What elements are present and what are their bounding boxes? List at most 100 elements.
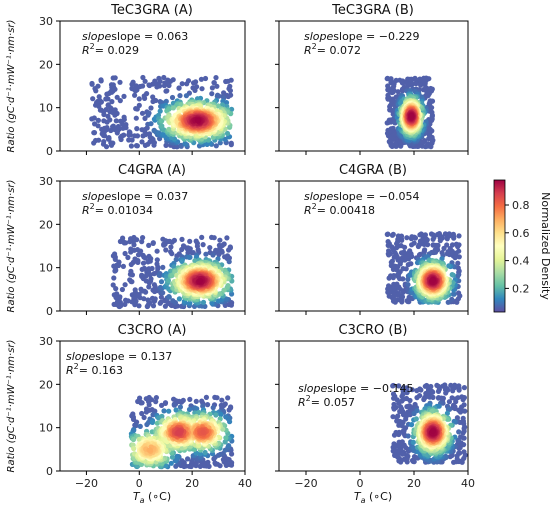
scatter-point [125, 254, 131, 261]
scatter-point [181, 463, 187, 470]
scatter-point [123, 297, 129, 303]
scatter-point [391, 406, 397, 412]
scatter-point [205, 402, 211, 408]
scatter-point [425, 242, 431, 248]
scatter-point [137, 423, 143, 429]
scatter-point [140, 83, 146, 89]
scatter-point [173, 256, 179, 263]
scatter-point [391, 254, 397, 260]
scatter-point [449, 395, 455, 401]
scatter-point [224, 130, 231, 137]
scatter-point [229, 460, 235, 466]
scatter-point [462, 408, 468, 414]
scatter-point [422, 394, 428, 401]
scatter-point [392, 141, 399, 147]
scatter-point [407, 412, 413, 418]
scatter-point [163, 437, 169, 443]
scatter-point [435, 395, 442, 401]
scatter-point [229, 300, 235, 306]
r2-annotation: R2= 0.00418 [304, 202, 375, 217]
scatter-point [101, 139, 107, 145]
slope-text: slope = −0.229 [333, 30, 419, 43]
scatter-point [403, 445, 409, 451]
scatter-point [120, 263, 126, 269]
scatter-point [227, 419, 233, 425]
scatter-point [165, 277, 171, 284]
scatter-point [414, 143, 421, 149]
scatter-point [400, 78, 406, 84]
scatter-point [163, 247, 169, 253]
scatter-point [445, 299, 451, 305]
plot-frame [59, 20, 246, 152]
scatter-point [409, 234, 415, 240]
scatter-point [214, 93, 220, 99]
scatter-point [422, 247, 428, 253]
scatter-point [141, 414, 147, 421]
scatter-point [193, 79, 199, 85]
scatter-point [171, 402, 177, 408]
scatter-point [385, 87, 391, 93]
scatter-point [154, 257, 160, 263]
scatter-point [123, 125, 129, 131]
scatter-point [442, 383, 448, 389]
scatter-point [200, 242, 206, 248]
scatter-point [156, 75, 162, 81]
scatter-point [201, 463, 207, 469]
scatter-point [213, 461, 219, 467]
scatter-point [89, 116, 95, 122]
scatter-point [385, 83, 391, 89]
scatter-point [444, 242, 450, 248]
scatter-point [396, 257, 402, 263]
scatter-point [151, 297, 157, 303]
r2-text: = 0.072 [317, 44, 361, 57]
scatter-point [134, 143, 140, 149]
scatter-point [193, 398, 199, 404]
scatter-point [158, 299, 164, 305]
scatter-point [389, 98, 395, 104]
scatter-point [210, 405, 216, 411]
scatter-point [98, 77, 104, 83]
scatter-point [169, 454, 175, 460]
r2-annotation: R2= 0.072 [304, 42, 361, 57]
scatter-point [113, 286, 119, 292]
scatter-point [130, 86, 136, 92]
scatter-point [385, 119, 391, 126]
slope-text: slope = 0.137 [95, 350, 172, 363]
scatter-point [461, 442, 467, 448]
scatter-point [209, 91, 215, 97]
scatter-point [411, 459, 417, 465]
scatter-point [95, 98, 101, 104]
scatter-point [200, 299, 207, 305]
slope-annotation: slopeslope = 0.063 [82, 30, 188, 43]
scatter-point [134, 126, 140, 132]
scatter-point [199, 234, 205, 240]
scatter-point [158, 279, 165, 285]
scatter-point [170, 298, 176, 304]
scatter-point [157, 108, 163, 114]
scatter-point [140, 235, 146, 241]
scatter-point [187, 300, 193, 306]
scatter-point [154, 261, 160, 267]
scatter-point [449, 272, 455, 278]
scatter-point [169, 251, 175, 257]
scatter-point [109, 99, 115, 105]
scatter-point [460, 415, 466, 421]
scatter-point [157, 272, 163, 278]
scatter-point [429, 112, 435, 118]
scatter-point [461, 385, 467, 391]
scatter-point [403, 456, 409, 463]
scatter-point [396, 383, 402, 389]
slope-annotation: slopeslope = −0.229 [304, 30, 419, 43]
scatter-point [177, 93, 183, 99]
scatter-point [92, 86, 98, 92]
scatter-point [117, 238, 123, 245]
scatter-point [203, 394, 209, 400]
scatter-point [135, 259, 141, 265]
scatter-point [400, 391, 406, 397]
scatter-point [183, 93, 189, 99]
scatter-point [406, 82, 412, 88]
scatter-point [116, 259, 122, 265]
scatter-point [225, 78, 231, 84]
plot-frame [278, 180, 469, 312]
slope-annotation: slopeslope = −0.054 [304, 190, 419, 203]
